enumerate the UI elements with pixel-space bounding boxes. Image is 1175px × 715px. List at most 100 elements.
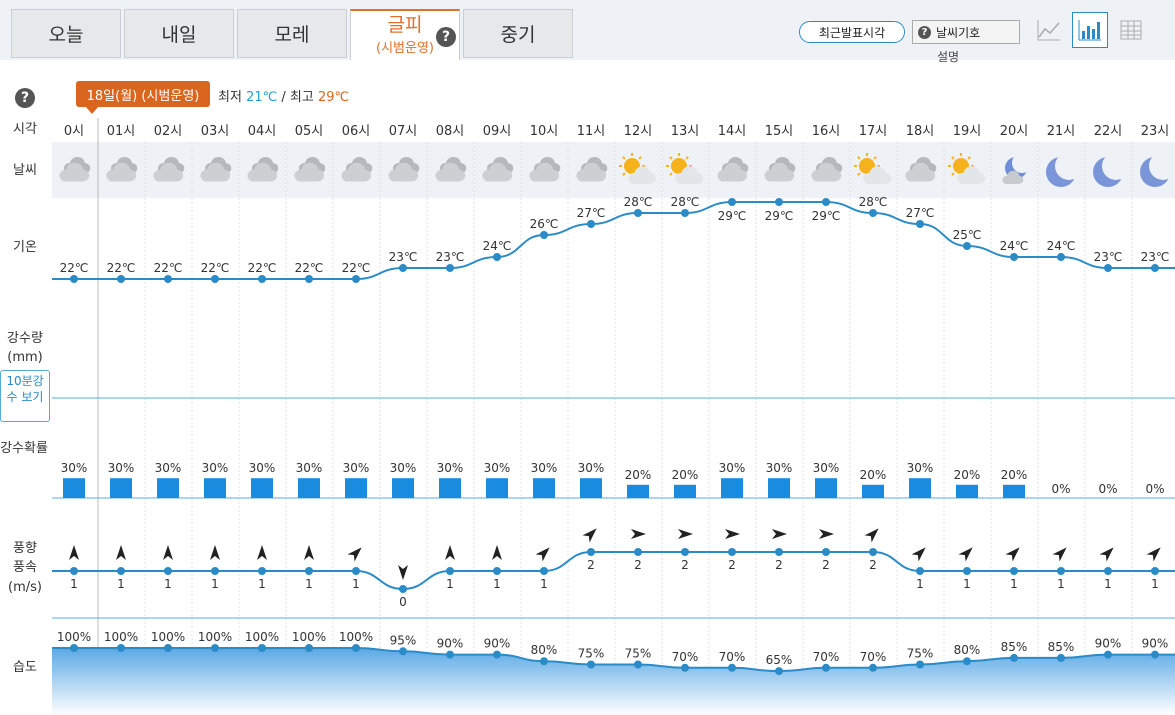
row-label-precip-amount: 강수량 (7, 331, 43, 346)
table-view-icon[interactable] (1113, 12, 1149, 48)
temp-label: 28℃ (624, 195, 653, 209)
moon-icon (1046, 152, 1083, 187)
temp-label: 23℃ (1094, 250, 1123, 264)
wind-point (1010, 567, 1018, 575)
humidity-label: 75% (907, 647, 934, 661)
precip-prob-label: 30% (108, 461, 135, 475)
humidity-label: 90% (484, 637, 511, 651)
humidity-label: 75% (578, 647, 605, 661)
wind-direction-arrow-icon (257, 545, 267, 560)
humidity-label: 75% (625, 647, 652, 661)
help-icon[interactable]: ? (436, 27, 456, 47)
precip-prob-label: 30% (343, 461, 370, 475)
temp-label: 23℃ (1141, 250, 1170, 264)
max-temp-value: 29℃ (317, 90, 350, 105)
wind-direction-arrow-icon (535, 547, 550, 562)
humidity-label: 90% (437, 637, 464, 651)
ten-minute-precip-button[interactable]: 10분강수 보기 (0, 370, 50, 422)
wind-point (1104, 567, 1112, 575)
hour-label: 02시 (154, 124, 183, 139)
humidity-point (1151, 650, 1159, 659)
humidity-label: 100% (151, 630, 185, 644)
precip-prob-label: 30% (437, 461, 464, 475)
row-label-precip-unit: (mm) (7, 350, 43, 365)
weather-symbols-button[interactable]: ? 날씨기호 (912, 20, 1020, 44)
date-badge: 18일(월) (시범운영) (76, 81, 210, 114)
humidity-label: 65% (766, 653, 793, 667)
wind-speed-label: 1 (1057, 577, 1065, 591)
hour-label: 14시 (718, 124, 747, 139)
humidity-label: 100% (198, 630, 232, 644)
wind-speed-label: 2 (775, 558, 783, 572)
temp-point (211, 275, 219, 283)
weather-symbols-label: 날씨기호 (936, 25, 981, 40)
wind-point (446, 567, 454, 575)
row-label-time: 시각 (13, 122, 37, 137)
temp-point (916, 220, 924, 228)
wind-speed-label: 1 (540, 577, 548, 591)
cloud-icon (482, 157, 514, 182)
bar-graph-view-icon[interactable] (1072, 12, 1108, 48)
wind-point (634, 548, 642, 556)
precip-prob-bar (580, 478, 602, 498)
temp-label: 29℃ (765, 209, 794, 223)
precip-prob-label: 30% (813, 461, 840, 475)
wind-direction-arrow-icon (69, 545, 79, 560)
temp-label: 22℃ (154, 261, 183, 275)
cloud-icon (200, 157, 232, 182)
recent-release-button[interactable]: 최근발표시각 (799, 21, 905, 43)
wind-speed-label: 1 (1104, 577, 1112, 591)
precip-prob-bar (862, 484, 884, 498)
precip-prob-bar (392, 478, 414, 498)
help-icon[interactable]: ? (15, 88, 35, 108)
hour-label: 20시 (1000, 124, 1029, 139)
humidity-label: 90% (1095, 637, 1122, 651)
wind-direction-arrow-icon (1099, 547, 1114, 562)
wind-point (963, 567, 971, 575)
wind-speed-label: 1 (70, 577, 78, 591)
line-graph-view-icon[interactable] (1031, 12, 1067, 48)
humidity-point (916, 660, 924, 669)
humidity-point (540, 657, 548, 666)
tab-tomorrow[interactable]: 내일 (124, 9, 234, 58)
precip-prob-bar (157, 478, 179, 498)
precip-prob-label: 30% (61, 461, 88, 475)
tab-midterm[interactable]: 중기 (463, 9, 573, 58)
sun-cloud-icon (854, 153, 892, 184)
humidity-point (1010, 653, 1018, 662)
wind-point (211, 567, 219, 575)
cloud-icon (153, 157, 185, 182)
wind-speed-label: 1 (305, 577, 313, 591)
wind-point (352, 567, 360, 575)
wind-direction-arrow-icon (678, 529, 693, 539)
temp-label: 22℃ (342, 261, 371, 275)
temp-point (681, 209, 689, 217)
precip-prob-label: 30% (202, 461, 229, 475)
precip-prob-label: 0% (1051, 482, 1070, 496)
temp-label: 25℃ (953, 228, 982, 242)
tab-day-after[interactable]: 모레 (237, 9, 347, 58)
hour-label: 01시 (107, 124, 136, 139)
wind-speed-label: 1 (258, 577, 266, 591)
wind-speed-label: 1 (1010, 577, 1018, 591)
wind-speed-label: 1 (446, 577, 454, 591)
wind-direction-arrow-icon (864, 528, 879, 543)
wind-speed-label: 2 (681, 558, 689, 572)
humidity-label: 95% (390, 633, 417, 647)
humidity-point (117, 644, 125, 652)
tab-today[interactable]: 오늘 (11, 9, 121, 58)
temp-label: 23℃ (389, 250, 418, 264)
precip-prob-bar (533, 478, 555, 498)
hour-label: 09시 (483, 124, 512, 139)
humidity-point (352, 644, 360, 652)
humidity-label: 80% (954, 643, 981, 657)
wind-point (493, 567, 501, 575)
humidity-area (52, 648, 1175, 715)
tab-three-days[interactable]: 글피 (시범운영) ? (350, 9, 460, 60)
humidity-point (399, 647, 407, 656)
temp-label: 23℃ (436, 250, 465, 264)
humidity-label: 70% (719, 650, 746, 664)
temp-label: 27℃ (906, 206, 935, 220)
precip-prob-label: 30% (578, 461, 605, 475)
